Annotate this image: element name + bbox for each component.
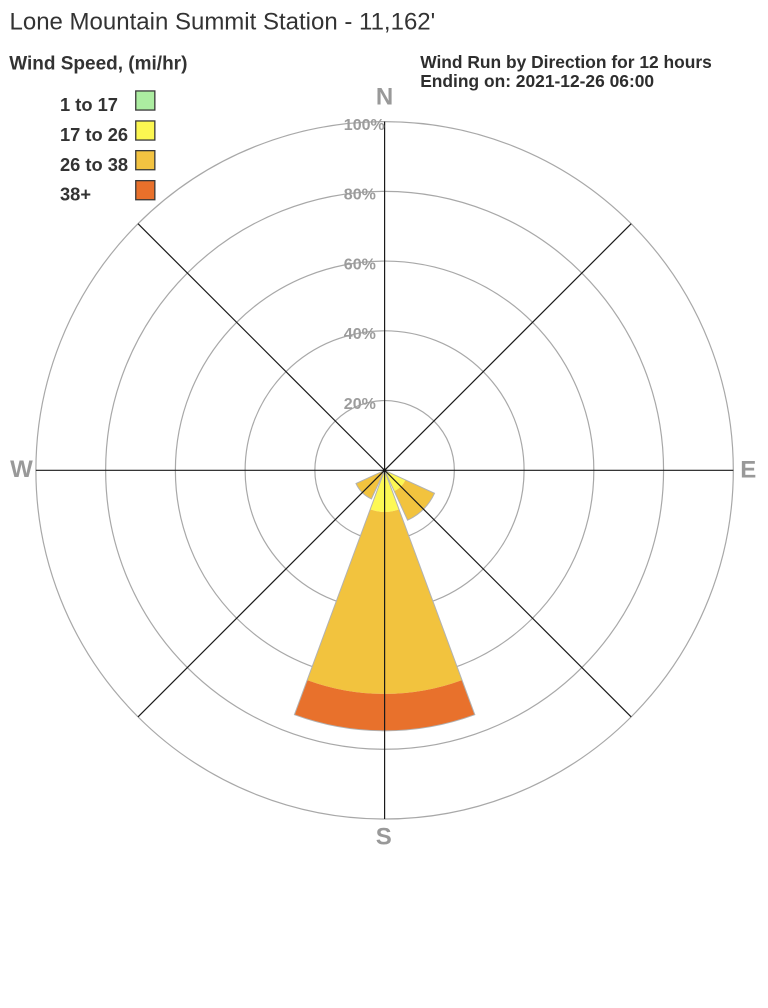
svg-text:Wind Speed, (mi/hr): Wind Speed, (mi/hr) [9,53,187,74]
svg-text:38+: 38+ [60,183,91,204]
svg-text:S: S [376,824,392,851]
svg-text:1 to 17: 1 to 17 [60,94,118,115]
svg-text:20%: 20% [344,396,376,413]
svg-text:Ending on: 2021-12-26 06:00: Ending on: 2021-12-26 06:00 [420,71,654,91]
svg-text:40%: 40% [344,326,376,343]
svg-text:80%: 80% [344,187,376,204]
svg-text:60%: 60% [344,256,376,273]
svg-text:N: N [376,84,393,111]
svg-text:26 to 38: 26 to 38 [60,154,128,175]
svg-text:E: E [740,457,756,484]
svg-text:W: W [10,456,33,483]
svg-text:17 to 26: 17 to 26 [60,124,128,145]
svg-text:Wind Run by Direction for 12 h: Wind Run by Direction for 12 hours [420,52,712,72]
svg-text:100%: 100% [344,117,385,134]
svg-text:Lone Mountain Summit Station -: Lone Mountain Summit Station - 11,162' [10,8,436,35]
